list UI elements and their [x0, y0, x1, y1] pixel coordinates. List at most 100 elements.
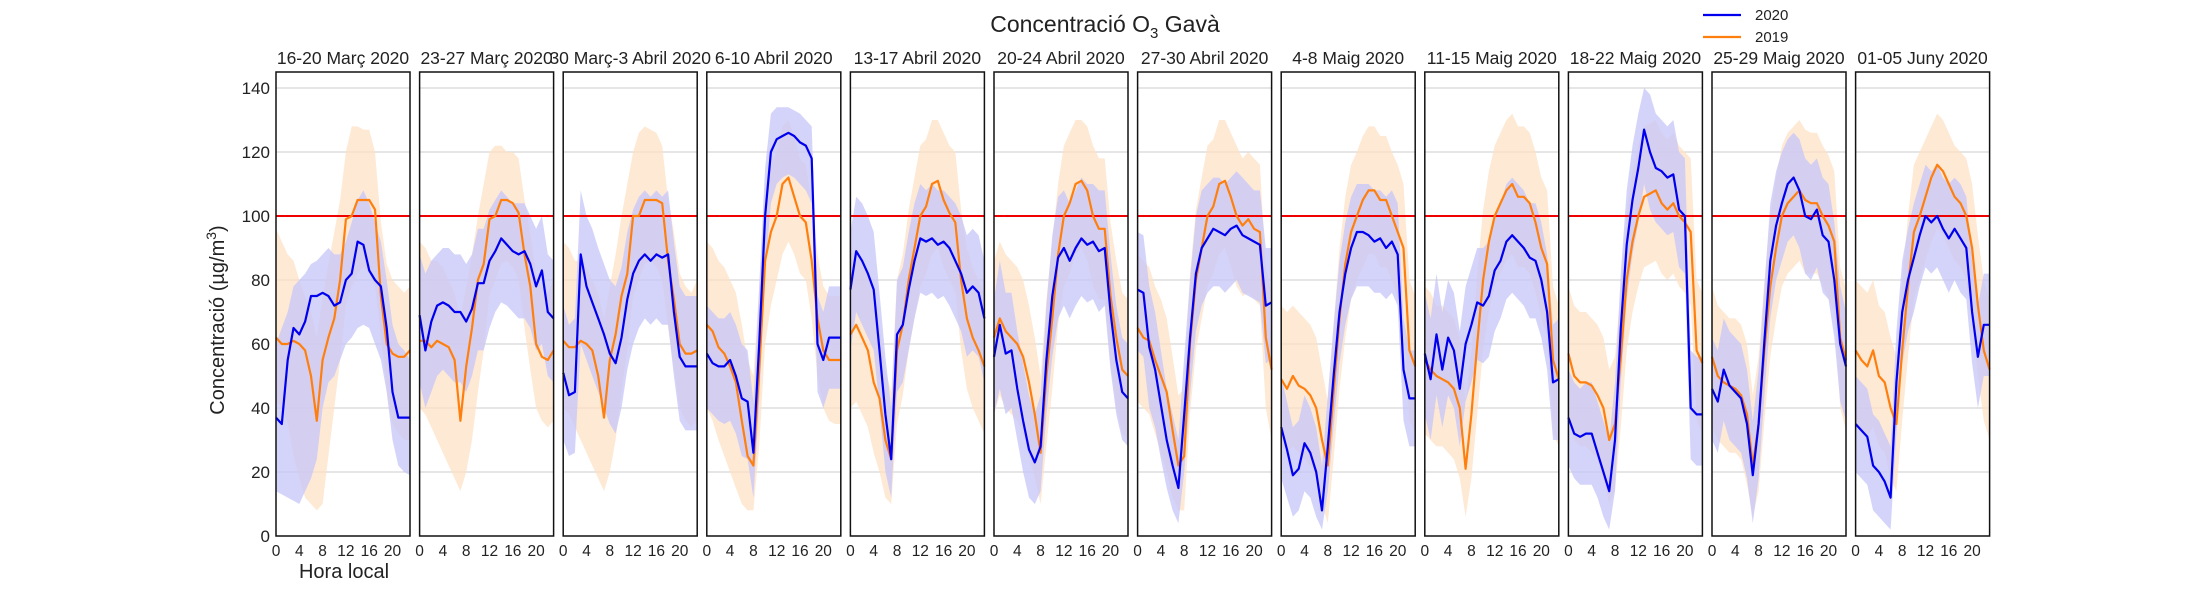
x-tick-label: 0	[702, 543, 711, 560]
x-tick-label: 4	[439, 543, 448, 560]
x-tick-label: 20	[1963, 543, 1981, 560]
x-tick-label: 16	[1079, 543, 1096, 560]
panel-title: 11-15 Maig 2020	[1427, 48, 1557, 68]
panel: 4-8 Maig 2020 0 4 8 12 16 20	[1277, 48, 1417, 560]
x-tick-label: 20	[1102, 543, 1120, 560]
panel-title: 01-05 Juny 2020	[1857, 48, 1988, 68]
x-tick-label: 20	[671, 543, 689, 560]
x-tick-label: 8	[1036, 543, 1045, 560]
x-tick-label: 20	[1820, 543, 1838, 560]
band-2020	[706, 107, 841, 498]
x-tick-label: 12	[1342, 543, 1359, 560]
x-tick-label: 4	[582, 543, 591, 560]
legend-label-2020: 2020	[1755, 7, 1788, 24]
x-tick-label: 12	[337, 543, 354, 560]
x-tick-label: 0	[1133, 543, 1142, 560]
x-tick-label: 0	[559, 543, 568, 560]
x-tick-label: 16	[1366, 543, 1383, 560]
band-2020	[1568, 88, 1703, 530]
x-tick-label: 4	[1157, 543, 1166, 560]
x-tick-label: 8	[1898, 543, 1907, 560]
x-axis-label: Hora local	[299, 561, 389, 583]
x-tick-label: 12	[481, 543, 498, 560]
series-2020-line	[418, 237, 555, 352]
panel: 13-17 Abril 2020 0 4 8 12 16 20	[846, 48, 986, 560]
band-2020	[1281, 184, 1416, 530]
y-tick-label: 140	[242, 79, 270, 98]
y-tick-label: 20	[251, 463, 270, 482]
series-2019-line	[1710, 189, 1848, 467]
panel-frame	[1567, 71, 1704, 537]
band-2020	[850, 184, 985, 498]
series-2020-line	[1423, 234, 1560, 390]
panel-title: 18-22 Maig 2020	[1570, 48, 1702, 68]
x-tick-label: 20	[1676, 543, 1694, 560]
x-tick-label: 4	[1587, 543, 1596, 560]
panel-title: 23-27 Març 2020	[420, 48, 553, 68]
x-tick-label: 20	[815, 543, 833, 560]
panel-frame	[993, 71, 1129, 537]
panel-title: 4-8 Maig 2020	[1292, 48, 1404, 68]
y-tick-label: 40	[251, 399, 270, 418]
x-tick-label: 4	[869, 543, 878, 560]
panel-title: 16-20 Març 2020	[277, 48, 410, 68]
x-tick-label: 8	[1754, 543, 1763, 560]
x-tick-label: 16	[1222, 543, 1239, 560]
x-tick-label: 4	[1444, 543, 1453, 560]
x-tick-label: 0	[1420, 543, 1429, 560]
panel-frame	[418, 71, 555, 537]
x-tick-label: 20	[1533, 543, 1551, 560]
x-tick-label: 4	[1013, 543, 1022, 560]
x-tick-label: 12	[1486, 543, 1503, 560]
panel: 27-30 Abril 2020 0 4 8 12 16 20	[1133, 48, 1273, 560]
x-tick-label: 16	[504, 543, 521, 560]
x-tick-label: 16	[648, 543, 665, 560]
x-tick-label: 12	[1055, 543, 1072, 560]
series-2020-line	[1710, 176, 1848, 477]
x-tick-label: 12	[912, 543, 929, 560]
panel-frame	[706, 71, 842, 537]
series-2019-line	[705, 176, 841, 467]
x-tick-label: 20	[958, 543, 976, 560]
band-2019	[1137, 120, 1272, 511]
series-2020-line	[1280, 230, 1416, 512]
x-tick-label: 8	[1611, 543, 1620, 560]
panel: 18-22 Maig 2020 0 4 8 12 16 20	[1564, 48, 1704, 560]
x-tick-label: 8	[605, 543, 614, 560]
panel-frame	[1280, 71, 1416, 537]
x-tick-label: 4	[295, 543, 304, 560]
series-2019-line	[419, 198, 555, 422]
series-2020-line	[1854, 214, 1990, 499]
x-tick-label: 0	[272, 543, 281, 560]
x-tick-label: 20	[527, 543, 545, 560]
x-tick-label: 0	[1564, 543, 1573, 560]
series-2020-line	[562, 253, 698, 397]
panel-title: 6-10 Abril 2020	[715, 48, 833, 68]
band-2020	[994, 177, 1128, 504]
series-2020-line	[992, 237, 1129, 464]
x-tick-label: 12	[1199, 543, 1216, 560]
x-tick-label: 12	[768, 543, 785, 560]
series-2019-line	[849, 179, 986, 461]
panel-title: 25-29 Maig 2020	[1713, 48, 1845, 68]
x-tick-label: 0	[846, 543, 855, 560]
panel-frame	[1424, 71, 1560, 537]
panel: 23-27 Març 2020 0 4 8 12 16 20	[415, 48, 555, 560]
x-tick-label: 12	[624, 543, 641, 560]
x-tick-label: 8	[1323, 543, 1332, 560]
x-tick-label: 4	[726, 543, 735, 560]
x-tick-label: 16	[1653, 543, 1670, 560]
x-tick-label: 20	[1245, 543, 1263, 560]
chart-title: Concentració O3 Gavà	[990, 11, 1220, 42]
series-2019-line	[1280, 189, 1417, 467]
x-tick-label: 0	[1708, 543, 1717, 560]
series-2019-line	[1136, 179, 1273, 467]
band-2020	[419, 190, 554, 408]
series-2020-line	[275, 240, 410, 426]
x-tick-label: 16	[1509, 543, 1526, 560]
band-2020	[1137, 171, 1272, 524]
panel-frame	[1711, 71, 1847, 537]
y-tick-label: 80	[251, 271, 270, 290]
